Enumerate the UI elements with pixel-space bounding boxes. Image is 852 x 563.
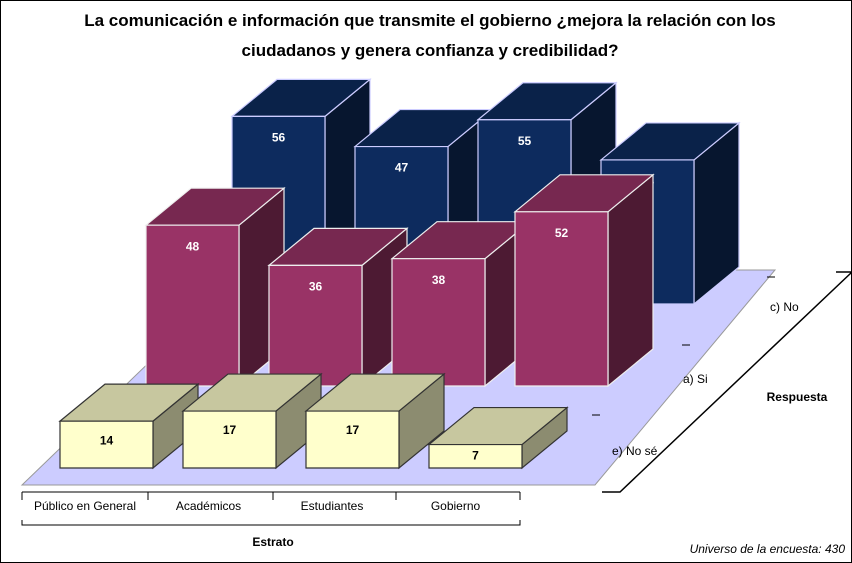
data-label: 7 [472, 448, 479, 462]
x-tick-label: Gobierno [431, 499, 481, 513]
data-label: 38 [432, 273, 446, 287]
series-label: c) No [770, 300, 799, 314]
data-label: 14 [100, 433, 114, 447]
bar-front [305, 410, 400, 469]
bar [267, 227, 409, 388]
data-label: 17 [223, 423, 237, 437]
data-label: 48 [186, 239, 200, 253]
bar-front [514, 211, 609, 387]
data-label: 47 [395, 161, 409, 175]
x-tick-label: Público en General [34, 499, 136, 513]
bar [513, 173, 655, 388]
note: Universo de la encuesta: 430 [690, 542, 846, 556]
chart-title: La comunicación e información que transm… [84, 11, 776, 60]
bar [144, 186, 286, 388]
x-tick-label: Académicos [176, 499, 241, 513]
bar-front [391, 258, 486, 387]
data-label: 36 [309, 280, 323, 294]
bar [181, 372, 323, 470]
series-axis-label: Respuesta [767, 390, 828, 404]
bar [427, 406, 569, 470]
bar-front [182, 410, 277, 469]
bar [304, 372, 446, 470]
x-bracket [21, 520, 521, 526]
x-axis-label: Estrato [252, 535, 293, 549]
data-label: 52 [555, 226, 569, 240]
series-label: e) No sé [612, 444, 658, 458]
bar-front [59, 420, 154, 469]
bar-front [428, 443, 523, 469]
bar [58, 382, 200, 470]
data-label: 55 [518, 134, 532, 148]
series-label: a) Si [683, 372, 708, 386]
series-bracket [602, 271, 852, 493]
bar [390, 220, 532, 388]
x-tick-label: Estudiantes [301, 499, 364, 513]
data-label: 56 [272, 131, 286, 145]
data-label: 17 [346, 423, 360, 437]
